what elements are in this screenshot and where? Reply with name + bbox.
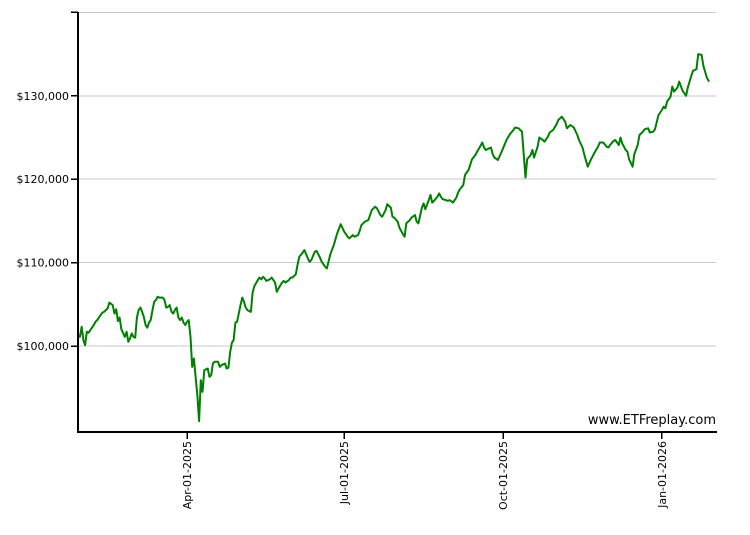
y-axis-label: $100,000 [17,340,70,353]
y-axis-label: $110,000 [17,257,70,270]
watermark: www.ETFreplay.com [588,413,716,428]
x-axis-label: Oct-01-2025 [497,441,510,510]
x-axis-label: Jan-01-2026 [656,441,669,509]
x-axis-label: Jul-01-2025 [338,441,351,505]
x-axis-label: Apr-01-2025 [181,441,194,509]
y-axis-label: $130,000 [17,90,70,103]
y-axis-label: $120,000 [17,173,70,186]
price-line [76,53,710,423]
